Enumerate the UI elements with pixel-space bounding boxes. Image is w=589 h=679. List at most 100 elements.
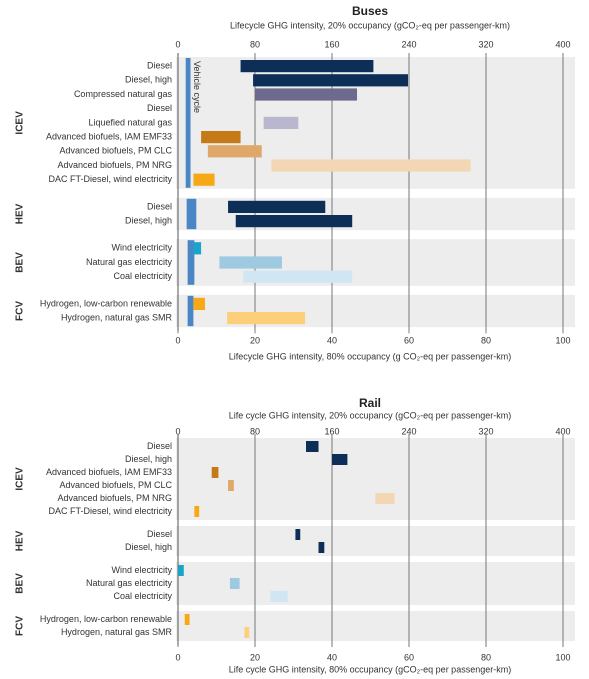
category-label: Hydrogen, natural gas SMR bbox=[61, 312, 173, 322]
category-label: Diesel, high bbox=[125, 215, 172, 225]
range-bar bbox=[201, 131, 241, 144]
category-label: DAC FT-Diesel, wind electricity bbox=[48, 174, 172, 184]
group-label: ICEV bbox=[15, 111, 26, 135]
group-panel bbox=[176, 438, 575, 520]
group-label: FCV bbox=[15, 616, 26, 636]
range-bar bbox=[253, 74, 409, 87]
range-bar bbox=[228, 200, 326, 213]
x-tick-label: 0 bbox=[175, 39, 180, 49]
category-label: Diesel, high bbox=[125, 75, 172, 85]
range-bar bbox=[332, 454, 348, 465]
range-bar bbox=[193, 297, 205, 310]
x-tick-label: 160 bbox=[324, 39, 339, 49]
category-label: DAC FT-Diesel, wind electricity bbox=[48, 506, 172, 516]
category-label: Natural gas electricity bbox=[86, 578, 173, 588]
range-bar bbox=[271, 159, 471, 172]
x2-tick-label: 100 bbox=[555, 335, 570, 345]
x2-tick-label: 0 bbox=[175, 335, 180, 345]
x-tick-label: 160 bbox=[324, 426, 339, 436]
category-label: Diesel bbox=[147, 441, 172, 451]
vehicle-cycle-bar bbox=[186, 198, 197, 230]
category-label: Diesel bbox=[147, 60, 172, 70]
category-label: Advanced biofuels, PM NRG bbox=[57, 160, 172, 170]
group-label: ICEV bbox=[15, 467, 26, 491]
x2-tick-label: 20 bbox=[250, 335, 260, 345]
x-tick-label: 400 bbox=[555, 426, 570, 436]
group-panel bbox=[176, 526, 575, 556]
category-label: Advanced biofuels, PM CLC bbox=[59, 480, 172, 490]
x2-tick-label: 20 bbox=[250, 652, 260, 662]
range-bar bbox=[240, 60, 374, 73]
category-label: Hydrogen, natural gas SMR bbox=[61, 627, 173, 637]
category-label: Wind electricity bbox=[111, 243, 172, 253]
category-label: Diesel, high bbox=[125, 542, 172, 552]
range-bar bbox=[375, 493, 395, 504]
category-label: Advanced biofuels, IAM EMF33 bbox=[46, 131, 172, 141]
x-tick-label: 240 bbox=[401, 39, 416, 49]
x-axis-label: Lifecycle GHG intensity, 20% occupancy (… bbox=[230, 20, 510, 30]
x2-axis-label: Life cycle GHG intensity, 80% occupancy … bbox=[229, 664, 511, 674]
group-label: HEV bbox=[15, 203, 26, 224]
chart-title: Rail bbox=[359, 396, 381, 410]
group-label: FCV bbox=[15, 301, 26, 321]
range-bar bbox=[235, 215, 353, 228]
vehicle-cycle-bar bbox=[187, 295, 194, 327]
x-tick-label: 320 bbox=[478, 39, 493, 49]
range-bar bbox=[255, 88, 358, 101]
range-bar bbox=[194, 506, 200, 517]
x2-tick-label: 40 bbox=[327, 335, 337, 345]
group-label: HEV bbox=[15, 530, 26, 551]
category-label: Diesel bbox=[147, 103, 172, 113]
category-label: Hydrogen, low-carbon renewable bbox=[40, 298, 172, 308]
vehicle-cycle-label: Vehicle cycle bbox=[192, 61, 202, 113]
category-label: Advanced biofuels, IAM EMF33 bbox=[46, 467, 172, 477]
x2-axis-label: Lifecycle GHG intensity, 80% occupancy (… bbox=[229, 351, 511, 361]
x-tick-label: 400 bbox=[555, 39, 570, 49]
range-bar bbox=[263, 116, 299, 129]
range-bar bbox=[229, 578, 240, 589]
x2-tick-label: 60 bbox=[404, 335, 414, 345]
category-label: Natural gas electricity bbox=[86, 257, 173, 267]
x2-tick-label: 100 bbox=[555, 652, 570, 662]
x-tick-label: 240 bbox=[401, 426, 416, 436]
category-label: Advanced biofuels, PM CLC bbox=[59, 146, 172, 156]
x-tick-label: 80 bbox=[250, 39, 260, 49]
chart-title: Buses bbox=[352, 4, 388, 18]
range-bar bbox=[244, 627, 250, 638]
category-label: Hydrogen, low-carbon renewable bbox=[40, 614, 172, 624]
range-bar bbox=[178, 565, 184, 576]
range-bar bbox=[227, 312, 306, 325]
x2-tick-label: 80 bbox=[481, 652, 491, 662]
category-label: Liquefied natural gas bbox=[88, 117, 172, 127]
category-label: Coal electricity bbox=[113, 271, 172, 281]
group-label: BEV bbox=[15, 252, 26, 273]
group-panel bbox=[176, 611, 575, 641]
range-bar bbox=[295, 529, 301, 540]
category-label: Compressed natural gas bbox=[74, 89, 173, 99]
group-panel bbox=[176, 562, 575, 605]
range-bar bbox=[193, 173, 215, 186]
range-bar bbox=[184, 614, 190, 625]
range-bar bbox=[193, 242, 202, 255]
category-label: Diesel bbox=[147, 201, 172, 211]
x-tick-label: 80 bbox=[250, 426, 260, 436]
x2-tick-label: 80 bbox=[481, 335, 491, 345]
range-bar bbox=[211, 467, 219, 478]
range-bar bbox=[228, 480, 234, 491]
range-bar bbox=[207, 145, 262, 158]
x2-tick-label: 40 bbox=[327, 652, 337, 662]
x2-tick-label: 60 bbox=[404, 652, 414, 662]
category-label: Diesel bbox=[147, 529, 172, 539]
range-bar bbox=[318, 542, 325, 553]
category-label: Diesel, high bbox=[125, 454, 172, 464]
category-label: Advanced biofuels, PM NRG bbox=[57, 493, 172, 503]
x-tick-label: 320 bbox=[478, 426, 493, 436]
vehicle-cycle-bar bbox=[185, 58, 191, 188]
category-label: Wind electricity bbox=[111, 565, 172, 575]
x-tick-label: 0 bbox=[175, 426, 180, 436]
category-label: Coal electricity bbox=[113, 591, 172, 601]
range-bar bbox=[243, 270, 353, 283]
vehicle-cycle-bar bbox=[187, 240, 195, 285]
